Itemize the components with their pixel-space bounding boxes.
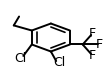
Text: F: F — [89, 27, 96, 40]
Text: Cl: Cl — [14, 52, 26, 65]
Text: F: F — [96, 38, 103, 51]
Text: F: F — [89, 49, 96, 62]
Text: Cl: Cl — [53, 56, 66, 69]
